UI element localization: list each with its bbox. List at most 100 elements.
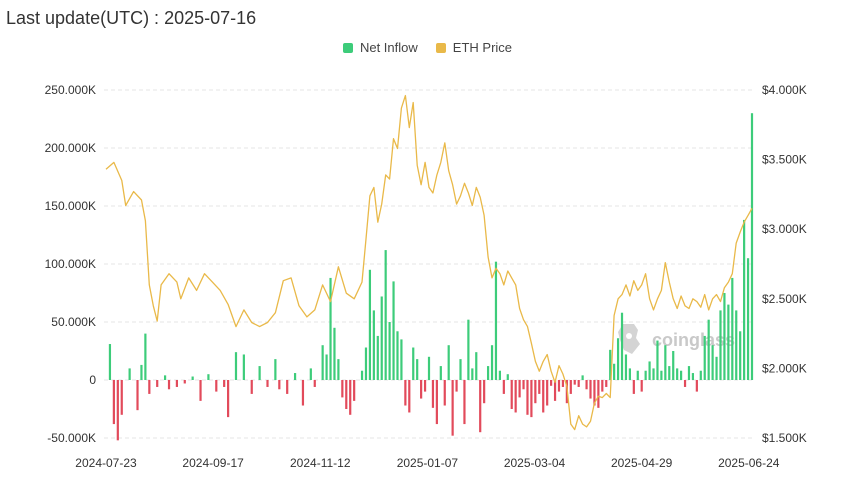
y-right-tick-label: $3.500K — [762, 153, 807, 167]
net-inflow-bar-26 — [278, 380, 281, 390]
legend-item-net-inflow[interactable]: Net Inflow — [342, 40, 418, 55]
net-inflow-bar-64 — [451, 380, 454, 436]
net-inflow-bar-54 — [412, 347, 415, 380]
net-inflow-bar-28 — [293, 373, 297, 380]
net-inflow-bar-83 — [526, 380, 529, 415]
net-inflow-bar-108 — [624, 354, 628, 380]
net-inflow-bar-96 — [577, 380, 580, 387]
net-inflow-bar-119 — [668, 366, 671, 380]
y-right-tick-label: $1.500K — [762, 431, 807, 445]
y-right-tick-label: $2.000K — [762, 361, 807, 375]
net-inflow-bar-39 — [349, 380, 352, 415]
net-inflow-bar-123 — [683, 380, 687, 387]
net-inflow-bar-12 — [175, 380, 179, 387]
net-inflow-bar-127 — [699, 370, 702, 380]
watermark: coinglass — [618, 324, 735, 354]
net-inflow-bar-38 — [345, 380, 348, 409]
net-inflow-bar-66 — [459, 359, 462, 380]
y-left-tick-label: 100.000K — [45, 257, 96, 271]
x-tick-label: 2024-11-12 — [290, 456, 351, 470]
net-inflow-bar-99 — [589, 380, 592, 399]
legend-swatch-eth-price — [435, 42, 446, 53]
net-inflow-bar-16 — [207, 374, 210, 380]
net-inflow-bar-27 — [286, 380, 289, 394]
net-inflow-bar-76 — [498, 370, 502, 380]
net-inflow-bar-37 — [341, 380, 344, 398]
y-right-tick-label: $4.000K — [762, 83, 807, 97]
net-inflow-bar-98 — [585, 380, 588, 390]
legend: Net Inflow ETH Price — [0, 40, 855, 55]
net-inflow-bar-80 — [514, 380, 517, 413]
net-inflow-bar-51 — [400, 339, 403, 380]
net-inflow-bar-129 — [707, 319, 710, 380]
net-inflow-bar-70 — [475, 352, 478, 380]
y-left-tick-label: 0 — [89, 373, 96, 387]
x-tick-label: 2025-06-24 — [718, 456, 780, 470]
net-inflow-bar-13 — [183, 380, 186, 384]
page-title: Last update(UTC) : 2025-07-16 — [6, 8, 257, 28]
net-inflow-bar-125 — [691, 373, 695, 380]
net-inflow-bar-42 — [364, 347, 368, 380]
net-inflow-bar-45 — [376, 335, 379, 380]
y-left-tick-label: 200.000K — [45, 141, 96, 155]
y-axis-right: $4.000K $3.500K $3.000K $2.500K $2.000K $1.50… — [762, 83, 807, 445]
net-inflow-bar-90 — [553, 380, 557, 401]
net-inflow-bar-87 — [542, 380, 545, 413]
x-axis: 2024-07-23 2024-09-17 2024-11-12 2025-01-07… — [75, 456, 779, 470]
net-inflow-bar-23 — [258, 366, 261, 380]
net-inflow-bar-105 — [613, 363, 616, 380]
net-inflow-bar-101 — [597, 380, 600, 408]
net-inflow-bar-124 — [687, 366, 691, 380]
net-inflow-bar-59 — [431, 380, 435, 408]
net-inflow-bar-34 — [329, 277, 332, 380]
net-inflow-bar-130 — [711, 345, 714, 380]
net-inflow-bar-61 — [439, 366, 442, 380]
net-inflow-bar-67 — [463, 380, 466, 425]
net-inflow-bar-62 — [443, 380, 446, 406]
net-inflow-bar-6 — [140, 364, 143, 380]
net-inflow-bar-56 — [420, 380, 423, 399]
y-left-tick-label: 150.000K — [45, 199, 96, 213]
legend-item-eth-price[interactable]: ETH Price — [435, 40, 512, 55]
net-inflow-bar-109 — [628, 368, 631, 380]
net-inflow-bar-104 — [609, 349, 612, 380]
net-inflow-bar-69 — [471, 368, 474, 380]
net-inflow-bar-139 — [746, 258, 750, 380]
net-inflow-bar-47 — [384, 250, 387, 380]
net-inflow-bar-0 — [108, 344, 112, 380]
net-inflow-bar-113 — [644, 370, 647, 380]
net-inflow-bar-111 — [636, 370, 639, 380]
net-inflow-bar-57 — [423, 380, 427, 392]
net-inflow-bar-117 — [660, 370, 663, 380]
x-tick-label: 2025-04-29 — [611, 456, 673, 470]
net-inflow-bar-138 — [743, 219, 746, 380]
net-inflow-bar-30 — [309, 368, 312, 380]
watermark-text: coinglass — [652, 330, 735, 350]
net-inflow-bar-85 — [534, 380, 537, 404]
net-inflow-bar-115 — [652, 368, 655, 380]
net-inflow-bar-35 — [333, 327, 336, 380]
net-inflow-bar-102 — [601, 380, 604, 392]
net-inflow-bar-112 — [640, 380, 643, 392]
net-inflow-bar-29 — [301, 380, 305, 406]
net-inflow-bar-74 — [490, 345, 494, 380]
net-inflow-bar-137 — [739, 331, 742, 380]
net-inflow-bar-15 — [199, 380, 202, 401]
net-inflow-bar-136 — [735, 310, 738, 380]
net-inflow-bar-72 — [483, 380, 486, 404]
net-inflow-bar-18 — [223, 380, 226, 387]
y-left-tick-label: 50.000K — [51, 315, 96, 329]
net-inflow-bar-21 — [242, 354, 245, 380]
y-left-tick-label: 250.000K — [45, 83, 96, 97]
net-inflow-bar-120 — [672, 351, 675, 380]
net-inflow-bar-135 — [731, 277, 734, 380]
net-inflow-bar-9 — [156, 380, 159, 387]
net-inflow-bar-33 — [325, 354, 328, 380]
legend-label-net-inflow: Net Inflow — [359, 40, 418, 55]
net-inflow-bar-103 — [605, 380, 608, 387]
net-inflow-bar-86 — [538, 380, 541, 394]
net-inflow-bar-77 — [502, 380, 505, 394]
net-inflow-bar-89 — [550, 380, 553, 386]
net-inflow-bar-132 — [719, 310, 722, 380]
